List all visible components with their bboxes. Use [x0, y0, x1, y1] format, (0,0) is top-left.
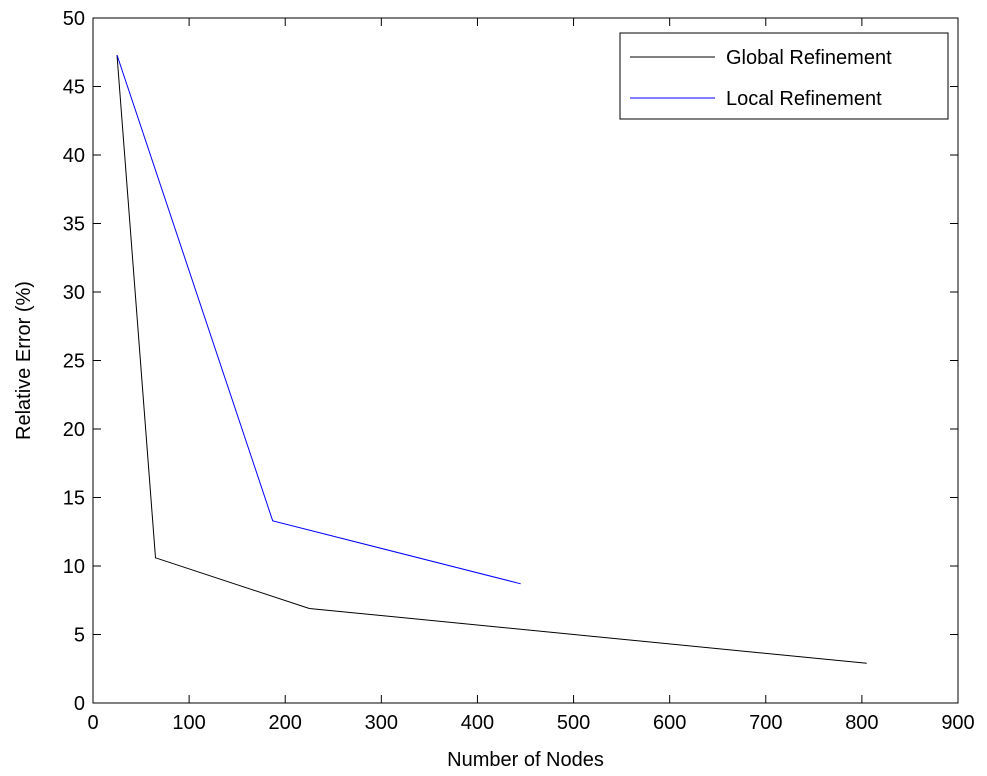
plot-area	[92, 17, 959, 704]
axis-ticks: 0 100 200 300 400 500 600 700 800 900 0 5 10 15 20 25 30…	[63, 8, 975, 734]
y-tick-label: 35	[63, 214, 85, 236]
y-tick-label: 50	[63, 8, 85, 30]
x-tick-label: 100	[172, 712, 205, 734]
x-tick-label: 200	[269, 712, 302, 734]
y-tick-label: 20	[63, 419, 85, 441]
x-tick-label: 300	[365, 712, 398, 734]
y-tick-label: 10	[63, 556, 85, 578]
y-tick-label: 15	[63, 488, 85, 510]
legend-box	[619, 32, 949, 120]
y-tick-label: 0	[74, 693, 85, 715]
series-line-local-refinement	[116, 54, 521, 585]
x-tick-label: 800	[845, 712, 878, 734]
legend-label: Global Refinement	[726, 47, 892, 69]
series-line-global-refinement	[116, 54, 867, 664]
y-tick-label: 40	[63, 145, 85, 167]
x-tick-label: 400	[461, 712, 494, 734]
x-tick-label: 700	[749, 712, 782, 734]
legend: Global Refinement Local Refinement	[619, 32, 949, 120]
legend-label: Local Refinement	[726, 88, 882, 110]
x-tick-label: 900	[941, 712, 974, 734]
y-axis-label: Relative Error (%)	[13, 281, 35, 440]
axes-frame	[92, 17, 959, 704]
y-tick-label: 45	[63, 77, 85, 99]
y-tick-label: 30	[63, 282, 85, 304]
x-tick-label: 0	[87, 712, 98, 734]
y-tick-label: 25	[63, 351, 85, 373]
series-layer	[116, 54, 867, 664]
x-tick-label: 500	[557, 712, 590, 734]
y-tick-label: 5	[74, 625, 85, 647]
x-axis-label: Number of Nodes	[447, 749, 604, 771]
x-tick-label: 600	[653, 712, 686, 734]
